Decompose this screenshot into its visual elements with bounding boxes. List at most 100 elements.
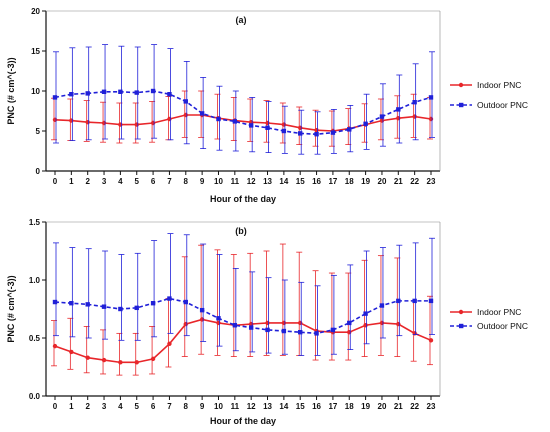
data-point [428,95,434,100]
x-tick-label: 20 [378,402,387,411]
x-tick-label: 0 [53,177,58,186]
data-point [150,120,156,126]
x-axis-title: Hour of the day [210,416,276,426]
data-point [363,323,368,328]
y-tick-label: 20 [31,7,40,16]
legend-swatch-marker [458,309,464,315]
data-point [134,360,139,365]
x-tick-label: 8 [184,402,189,411]
data-point [428,298,434,304]
data-point [85,120,90,125]
data-point [101,304,107,309]
data-point [118,306,123,312]
legend-item-indoor: Indoor PNC [450,80,521,90]
series-line [54,318,432,364]
data-point [298,330,303,335]
y-tick-label: 1.0 [29,276,41,285]
data-point [85,355,90,360]
data-point [150,301,156,306]
data-point [216,320,221,326]
data-point [330,130,336,135]
data-point [199,307,205,313]
data-point [265,327,270,333]
x-tick-label: 6 [151,177,156,186]
data-point [396,298,401,304]
data-point [134,122,139,127]
data-point [265,320,270,326]
data-point [150,356,156,362]
x-tick-label: 22 [410,402,419,411]
data-point [199,111,205,116]
data-point [265,120,270,126]
data-point [134,305,139,311]
y-axis-title: PNC (# cm^(-3)) [6,275,16,342]
x-tick-label: 5 [135,177,140,186]
x-tick-label: 16 [312,177,321,186]
data-point [396,107,401,112]
y-tick-label: 15 [31,47,40,56]
data-point [183,99,188,104]
x-tick-label: 19 [361,177,370,186]
data-point [281,320,287,326]
data-point [379,303,385,308]
data-point [183,112,188,118]
x-tick-label: 21 [394,402,403,411]
data-point [150,88,156,94]
data-point [265,125,270,130]
data-point [298,125,303,130]
y-tick-label: 0 [36,167,41,176]
data-point [314,128,319,133]
x-tick-label: 16 [312,402,321,411]
data-point [428,338,434,343]
legend-swatch-marker [459,323,464,329]
data-point [52,117,58,123]
x-tick-label: 9 [200,402,205,411]
data-point [379,118,385,123]
x-tick-label: 19 [361,402,370,411]
x-tick-label: 13 [263,177,272,186]
y-tick-label: 0.5 [29,334,41,343]
chart-panel-b: 0.00.51.01.50 1 2 3 4 5 6 7 8 9 10 11 12 13 14 15 16 17 18… [6,218,528,426]
data-point [167,341,172,346]
data-point [379,320,385,326]
data-point [314,132,319,137]
data-point [330,327,336,333]
data-point [396,116,401,121]
x-tick-label: 15 [296,402,305,411]
legend-label: Indoor PNC [477,307,521,317]
data-point [232,323,238,328]
data-point [101,120,107,126]
data-point [199,317,205,322]
x-tick-label: 3 [102,402,107,411]
x-tick-label: 23 [427,402,436,411]
data-point [232,119,238,124]
data-point [363,311,368,316]
data-point [101,357,107,363]
x-tick-label: 10 [214,402,223,411]
legend-item-outdoor: Outdoor PNC [450,321,528,331]
y-tick-label: 5 [36,127,41,136]
x-tick-label: 23 [427,177,436,186]
legend-swatch-marker [459,102,464,108]
data-point [183,299,188,305]
data-point [428,116,434,122]
data-point [85,91,90,96]
data-point [363,121,368,126]
x-tick-label: 2 [85,177,90,186]
data-point [248,325,254,330]
y-tick-label: 0.0 [29,392,41,401]
x-tick-label: 14 [279,177,288,186]
series-indoor [51,243,434,376]
x-tick-label: 5 [135,402,140,411]
panel-label: (a) [236,15,247,25]
x-tick-label: 8 [184,177,189,186]
data-point [216,116,221,122]
x-tick-label: 10 [214,177,223,186]
data-point [216,316,221,321]
x-tick-label: 14 [279,402,288,411]
series-outdoor [52,233,435,356]
x-tick-label: 18 [345,177,354,186]
data-point [298,131,303,136]
data-point [118,360,123,365]
